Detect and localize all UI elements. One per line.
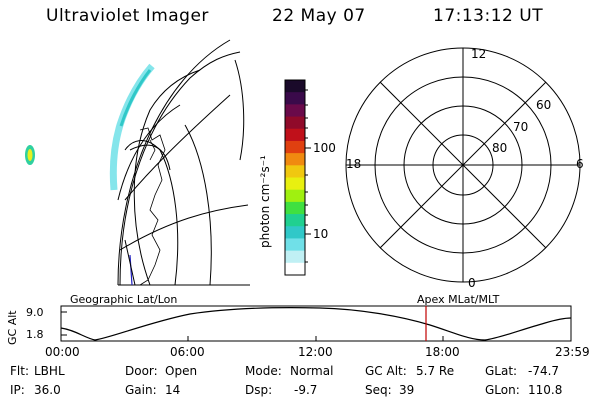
time-label: 17:13:12 UT: [433, 6, 544, 26]
ip-label: IP:: [10, 383, 25, 397]
grid-arc-6: [234, 59, 245, 161]
grid-arc-5: [184, 124, 212, 286]
aurora-band-core: [119, 69, 152, 127]
grid-line-1: [119, 204, 249, 251]
colorbar-tick-100: 100: [313, 141, 336, 155]
grid-arc-1: [119, 51, 241, 286]
geo-latlon-label: Geographic Lat/Lon: [70, 293, 178, 306]
gain-label: Gain:: [125, 383, 157, 397]
ip-value: 36.0: [34, 383, 61, 397]
grid-arc-2: [133, 69, 201, 286]
colorbar-cell: [285, 250, 305, 264]
colorbar-cell: [285, 116, 305, 130]
seq-label: Seq:: [365, 383, 392, 397]
instrument-title: Ultraviolet Imager: [46, 6, 209, 26]
x-tick-0000: 00:00: [45, 345, 80, 359]
mlt-label-12: 12: [471, 47, 487, 61]
colorbar-unit-label: photon cm⁻²s⁻¹: [258, 155, 272, 248]
mlt-label-18: 18: [346, 157, 362, 171]
y-tick-1-8: 1.8: [26, 328, 44, 341]
mode-value: Normal: [290, 364, 334, 378]
grid-line-3: [124, 239, 136, 286]
grid-arc-4: [124, 140, 179, 286]
aurora-spot-core: [27, 149, 33, 161]
gcalt-value: 5.7 Re: [416, 364, 455, 378]
colorbar-cell: [285, 92, 305, 105]
colorbar-cell: [285, 262, 305, 276]
lat-label-80: 80: [492, 141, 508, 155]
flt-label: Flt:: [10, 364, 29, 378]
seq-value: 39: [399, 383, 415, 397]
colorbar-cell: [285, 140, 305, 154]
mode-label: Mode:: [245, 364, 282, 378]
colorbar-cell: [285, 201, 305, 215]
x-tick-1200: 12:00: [298, 345, 333, 359]
timeline-plot: [60, 305, 572, 342]
dsp-label: Dsp:: [245, 383, 273, 397]
grid-line-2: [124, 94, 231, 201]
date-label: 22 May 07: [272, 6, 366, 26]
footpoint-line: [129, 254, 133, 286]
colorbar-cell: [285, 165, 305, 179]
colorbar-cell: [285, 238, 305, 252]
colorbar-cell: [285, 177, 305, 191]
flt-value: LBHL: [34, 364, 65, 378]
colorbar-cell: [285, 80, 305, 93]
gcalt-label: GC Alt:: [365, 364, 407, 378]
x-tick-2359: 23:59: [555, 345, 590, 359]
lat-label-60: 60: [536, 98, 552, 112]
coastline: [139, 127, 166, 286]
gain-value: 14: [165, 383, 181, 397]
x-tick-1800: 18:00: [425, 345, 460, 359]
glat-label: GLat:: [485, 364, 518, 378]
colorbar-cell: [285, 153, 305, 166]
dsp-value: -9.7: [294, 383, 318, 397]
mlt-label-6: 6: [576, 157, 584, 171]
colorbar-cell: [285, 214, 305, 227]
polar-diagonal-2: [379, 81, 547, 249]
door-label: Door:: [125, 364, 158, 378]
grid-arc-3: [117, 104, 181, 201]
apex-mlat-label: Apex MLat/MLT: [417, 293, 500, 306]
lat-label-70: 70: [513, 120, 529, 134]
glon-value: 110.8: [528, 383, 563, 397]
door-value: Open: [165, 364, 198, 378]
mlt-label-0: 0: [468, 276, 476, 290]
earth-limb: [117, 39, 231, 286]
geographic-image: [25, 39, 250, 286]
colorbar-cell: [285, 128, 305, 142]
colorbar: [284, 79, 311, 276]
polar-plot: [345, 47, 581, 283]
coastline-detail: [149, 139, 156, 161]
grid-circle-arc: [129, 144, 171, 171]
glat-value: -74.7: [528, 364, 560, 378]
aurora-band: [109, 63, 155, 191]
colorbar-cell: [285, 226, 305, 240]
colorbar-cell: [285, 189, 305, 203]
y-tick-9: 9.0: [26, 306, 44, 319]
colorbar-tick-10: 10: [313, 227, 329, 241]
altitude-curve: [60, 307, 572, 341]
colorbar-cell: [285, 104, 305, 118]
x-tick-0600: 06:00: [170, 345, 205, 359]
glon-label: GLon:: [485, 383, 520, 397]
y-axis-label: GC Alt: [6, 310, 19, 345]
